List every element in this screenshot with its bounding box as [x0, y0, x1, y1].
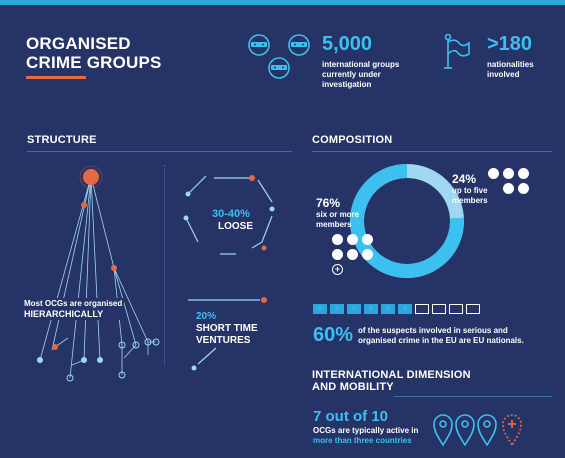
title-underline [26, 76, 86, 79]
international-heading: INTERNATIONAL DIMENSION AND MOBILITY [312, 369, 471, 393]
eu-stars-icon: ◌ [318, 306, 322, 312]
nationalities-caption: nationalities involved [487, 60, 534, 80]
groups-caption-line: investigation [322, 80, 372, 89]
member-dot [518, 168, 529, 179]
eu-stars-icon: ◌ [403, 306, 407, 312]
small-groups-caption-line: members [452, 196, 488, 205]
pin-icon [455, 414, 475, 447]
eu-flag-box: ◌ [313, 304, 327, 314]
member-dot [488, 168, 499, 179]
eu-stars-icon: ◌ [352, 306, 356, 312]
eu-flag-box: ◌ [330, 304, 344, 314]
eu-stars-icon: ◌ [386, 306, 390, 312]
short-label-line: SHORT TIME [196, 323, 258, 334]
short-label-line: VENTURES [196, 335, 251, 346]
countries-caption-emphasis: more than three countries [313, 436, 412, 445]
international-heading-line: AND MOBILITY [312, 381, 394, 393]
large-groups-dots: + [332, 234, 373, 275]
small-groups-dots [488, 168, 544, 194]
loose-percentage: 30-40% [212, 208, 250, 220]
eu-caption-line: organised crime in the EU are EU nationa… [358, 336, 524, 345]
member-dot [347, 249, 358, 260]
donut-slice-large-groups [350, 164, 464, 278]
top-accent-bar [0, 0, 565, 5]
masked-group-icon [248, 34, 310, 79]
small-groups-caption: up to five members [452, 186, 488, 206]
member-dot [362, 234, 373, 245]
short-label: SHORT TIME VENTURES [196, 323, 258, 347]
member-dot [503, 168, 514, 179]
eu-percentage: 60% [313, 324, 354, 346]
pin-icon [433, 414, 453, 447]
hierarchy-tree-diagram [37, 165, 160, 382]
composition-heading: COMPOSITION [312, 134, 393, 146]
eu-flag-box: ◌ [347, 304, 361, 314]
flag-icon [444, 33, 470, 69]
nationalities-value: >180 [487, 33, 533, 55]
large-groups-caption: six or more members [316, 210, 359, 230]
member-dot [332, 249, 343, 260]
countries-caption: OCGs are typically active in more than t… [313, 426, 418, 446]
groups-caption-line: international groups [322, 60, 400, 69]
empty-box [415, 304, 429, 314]
eu-flag-box: ◌ [398, 304, 412, 314]
small-groups-pct: 24% [452, 172, 477, 186]
international-divider [394, 396, 552, 397]
large-groups-caption-line: six or more [316, 210, 360, 219]
empty-box [466, 304, 480, 314]
eu-caption-line: of the suspects involved in serious and [358, 326, 508, 335]
empty-box [432, 304, 446, 314]
small-groups-caption-line: up to five [452, 186, 488, 195]
loose-network-diagram [183, 175, 275, 255]
groups-value: 5,000 [322, 33, 373, 55]
composition-divider [312, 151, 552, 152]
pin-icon [477, 414, 497, 447]
eu-flag-box: ◌ [364, 304, 378, 314]
eu-stars-icon: ◌ [335, 306, 339, 312]
loose-label: LOOSE [218, 221, 254, 232]
eu-flag-box: ◌ [381, 304, 395, 314]
title-line-1: ORGANISED [26, 34, 131, 53]
structure-divider [27, 151, 292, 152]
location-pins-icon [433, 414, 522, 447]
hierarchy-caption-line: Most OCGs are organised [24, 299, 123, 308]
groups-caption: international groups currently under inv… [322, 60, 399, 90]
member-dot [518, 183, 529, 194]
countries-caption-line: OCGs are typically active in [313, 426, 419, 435]
eu-stars-icon: ◌ [369, 306, 373, 312]
nationalities-caption-line: involved [487, 70, 520, 79]
empty-box [449, 304, 463, 314]
short-ventures-diagram [188, 297, 267, 371]
title-line-2: CRIME GROUPS [26, 53, 162, 72]
composition-donut-chart [350, 164, 464, 278]
member-dot [347, 234, 358, 245]
page-title: ORGANISED CRIME GROUPS [26, 34, 162, 72]
nationalities-caption-line: nationalities [487, 60, 534, 69]
large-groups-caption-line: members [316, 220, 352, 229]
hierarchy-caption-emphasis: HIERARCHICALLY [24, 309, 104, 319]
countries-ratio: 7 out of 10 [313, 408, 389, 425]
short-percentage: 20% [196, 311, 217, 322]
structure-dotted-divider [164, 165, 165, 365]
member-dot [332, 234, 343, 245]
member-dot [362, 249, 373, 260]
eu-nationals-indicator: ◌ ◌ ◌ ◌ ◌ ◌ [313, 304, 480, 314]
hierarchy-caption: Most OCGs are organised HIERARCHICALLY [22, 298, 125, 320]
large-groups-pct: 76% [316, 196, 341, 210]
member-dot [503, 183, 514, 194]
international-heading-line: INTERNATIONAL DIMENSION [312, 369, 471, 381]
plus-more-icon: + [332, 264, 343, 275]
pin-plus-icon [502, 414, 522, 447]
structure-heading: STRUCTURE [27, 134, 97, 146]
eu-caption: of the suspects involved in serious and … [358, 326, 524, 346]
groups-caption-line: currently under [322, 70, 381, 79]
